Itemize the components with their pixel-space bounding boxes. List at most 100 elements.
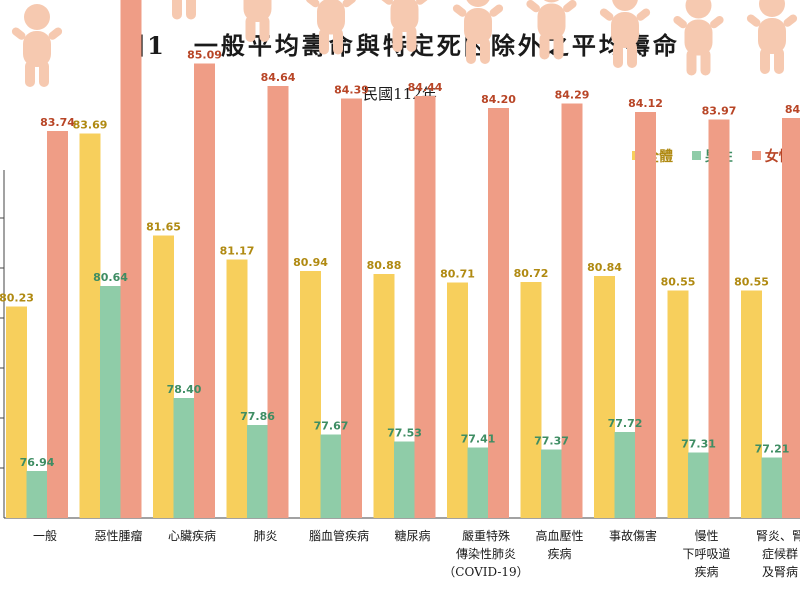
bar-total: [667, 290, 689, 518]
category-label: 事故傷害: [609, 528, 657, 543]
bar-female: [782, 118, 800, 518]
bar-total: [153, 235, 174, 518]
bar-female: [414, 96, 436, 518]
value-label-male: 77.86: [240, 410, 275, 423]
category-label-line: 嚴重特殊: [462, 528, 510, 543]
value-label-male: 77.37: [534, 435, 569, 448]
value-label-male: 77.72: [608, 417, 643, 430]
bar-female: [708, 119, 730, 518]
category-label-line: 症候群: [762, 546, 798, 561]
body-figure-icon: [598, 0, 652, 68]
value-label-total: 81.65: [146, 221, 181, 234]
value-label-total: 80.88: [367, 259, 402, 272]
body-figure-icon: [304, 0, 358, 55]
category-label-line: 心臟疾病: [168, 528, 216, 543]
category-label-line: 肺炎: [253, 529, 277, 543]
value-label-female: 84.12: [628, 97, 663, 110]
bar-male: [394, 441, 415, 518]
category-label-line: 惡性腫瘤: [94, 528, 142, 543]
value-label-total: 80.55: [734, 276, 769, 289]
value-label-total: 81.17: [220, 245, 255, 258]
value-label-total: 80.55: [661, 276, 696, 289]
category-label-line: 傳染性肺炎: [456, 546, 516, 561]
category-label-line: 一般: [33, 528, 57, 543]
value-label-female: 84.44: [408, 81, 443, 94]
value-label-female: 84.29: [555, 89, 590, 102]
category-label: 腎炎、腎症候群及腎病: [756, 529, 800, 579]
bar-male: [26, 471, 48, 518]
value-label-female: 84: [785, 103, 800, 116]
category-label: 糖尿病: [394, 528, 430, 543]
bar-female: [194, 63, 215, 518]
value-label-male: 77.41: [461, 433, 496, 446]
body-figure-icon: [451, 0, 505, 64]
value-label-male: 77.21: [755, 443, 790, 456]
bar-total: [79, 133, 101, 518]
value-label-male: 80.64: [93, 271, 128, 284]
category-label: 惡性腫瘤: [94, 528, 142, 543]
bar-total: [300, 271, 321, 518]
body-figure-icon: [377, 0, 432, 52]
category-label: 高血壓性疾病: [535, 528, 583, 561]
bar-female: [488, 108, 509, 518]
category-label-line: 疾病: [694, 564, 718, 579]
bar-total: [520, 282, 542, 518]
bar-total: [741, 290, 762, 518]
bar-male: [100, 286, 121, 518]
category-label-line: 慢性: [694, 529, 718, 543]
value-label-total: 80.71: [440, 268, 475, 281]
bar-male: [688, 452, 709, 518]
bar-total: [6, 306, 27, 518]
body-figure-icon: [10, 4, 64, 87]
category-label: 一般: [33, 528, 57, 543]
value-label-male: 78.40: [167, 383, 202, 396]
category-label-line: 糖尿病: [394, 528, 430, 543]
body-figure-icon: [157, 0, 211, 20]
bar-male: [173, 398, 195, 518]
bar-male: [320, 434, 342, 518]
bar-male: [541, 449, 562, 518]
bar-female: [341, 98, 362, 518]
bars-group: [6, 0, 800, 518]
category-label: 腦血管疾病: [309, 528, 369, 543]
category-label: 肺炎: [253, 529, 277, 543]
value-label-female: 84.39: [334, 84, 369, 97]
category-label-line: 事故傷害: [609, 528, 657, 543]
bar-female: [267, 86, 289, 518]
body-figure-icon: [745, 0, 799, 74]
category-label-line: 下呼吸道: [682, 547, 730, 561]
bar-total: [594, 276, 615, 518]
value-label-male: 76.94: [20, 456, 55, 469]
category-label-line: 及腎病: [762, 564, 798, 579]
value-label-female: 84.20: [481, 93, 516, 106]
bar-female: [635, 112, 656, 518]
category-label-line: 腎炎、腎: [756, 529, 800, 543]
value-label-male: 77.31: [681, 438, 716, 451]
category-label-line: 疾病: [547, 546, 571, 561]
value-label-total: 80.23: [0, 292, 34, 305]
body-figure-icon: [524, 0, 579, 60]
category-label: 慢性下呼吸道疾病: [682, 529, 730, 579]
bar-male: [761, 457, 783, 518]
value-label-male: 77.67: [314, 420, 349, 433]
bar-total: [226, 259, 248, 518]
bar-female: [120, 0, 142, 518]
value-label-total: 80.72: [514, 267, 549, 280]
value-label-female: 83.97: [702, 105, 737, 118]
value-label-total: 80.94: [293, 256, 328, 269]
category-label-line: 腦血管疾病: [309, 528, 369, 543]
bar-female: [561, 103, 583, 518]
category-label: 嚴重特殊傳染性肺炎 （COVID-19）: [443, 528, 528, 579]
value-label-female: 84.64: [261, 71, 296, 84]
body-figure-icon: [671, 0, 726, 76]
category-labels-group: 一般 惡性腫瘤 心臟疾病 肺炎 腦血管疾病 糖尿病 嚴重特殊傳染性肺炎 （COVID-19） 高…: [33, 528, 800, 579]
value-label-total: 83.69: [73, 119, 108, 132]
bar-male: [467, 447, 489, 518]
body-figure-icon: [230, 0, 285, 42]
bar-total: [447, 282, 468, 518]
category-label: 心臟疾病: [168, 528, 216, 543]
value-label-female: 83.74: [40, 116, 75, 129]
value-label-total: 80.84: [587, 261, 622, 274]
value-label-male: 77.53: [387, 427, 422, 440]
